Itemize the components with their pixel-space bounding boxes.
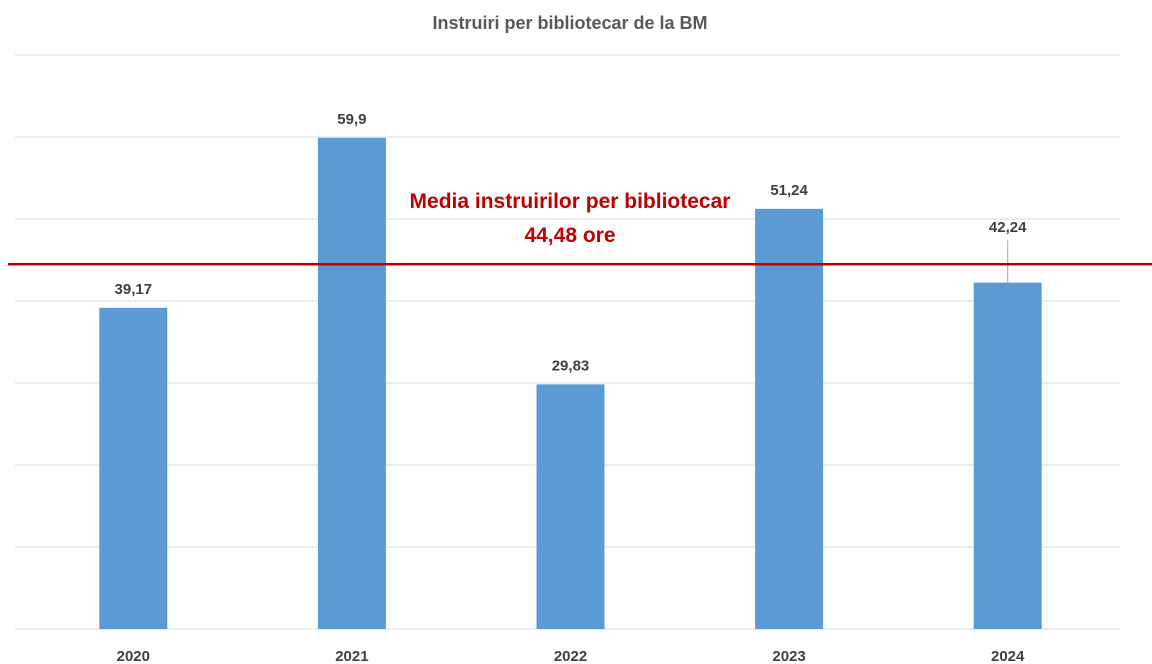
bar (536, 384, 605, 629)
data-label: 59,9 (337, 111, 366, 128)
bar (755, 208, 824, 629)
x-tick-label: 2021 (335, 648, 368, 664)
x-tick-label: 2023 (772, 648, 805, 664)
data-label: 29,83 (552, 357, 590, 374)
annotation: 44,48 ore (524, 224, 615, 247)
chart-title: Instruiri per bibliotecar de la BM (432, 13, 707, 33)
x-tick-label: 2024 (991, 648, 1025, 664)
data-label: 39,17 (115, 281, 153, 298)
annotation: Media instruirilor per bibliotecar (410, 190, 731, 213)
bar (99, 307, 168, 629)
bar (317, 137, 386, 629)
x-tick-label: 2022 (554, 648, 587, 664)
data-label: 42,24 (989, 219, 1027, 236)
bar (973, 282, 1042, 629)
data-label: 51,24 (770, 182, 808, 199)
x-tick-label: 2020 (117, 648, 150, 664)
